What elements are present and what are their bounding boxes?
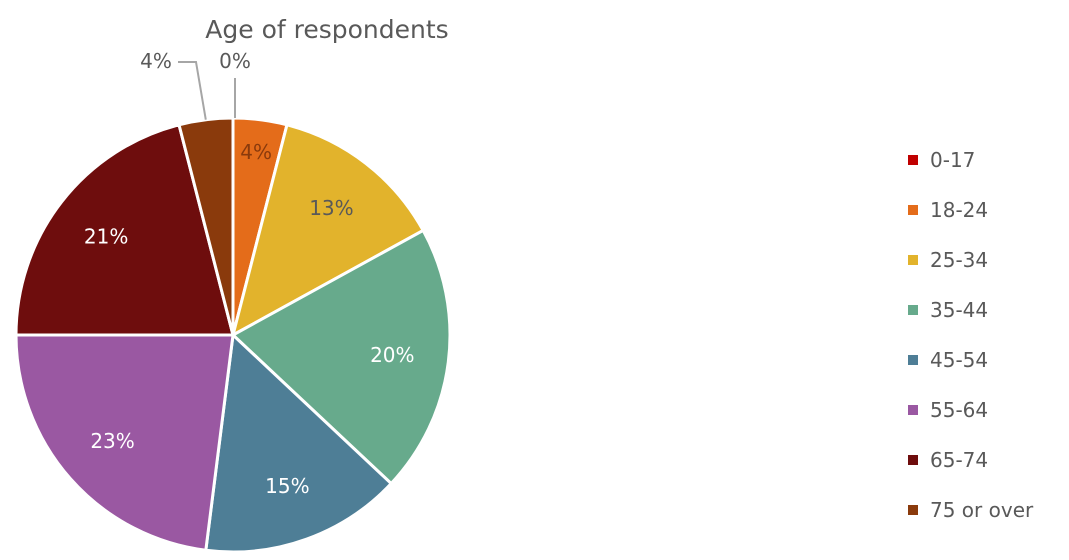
pie-slice-55-64: [14, 333, 235, 552]
data-label-35-44: 20%: [370, 343, 414, 367]
legend-label-45-54: 45-54: [930, 348, 988, 372]
legend-label-0-17: 0-17: [930, 148, 975, 172]
data-label-75-or-over: 4%: [140, 49, 172, 73]
data-label-0-17: 0%: [219, 49, 251, 73]
legend-swatch-55-64: [908, 405, 918, 415]
legend-label-18-24: 18-24: [930, 198, 988, 222]
pie-slices: [14, 116, 452, 554]
legend-swatch-25-34: [908, 255, 918, 265]
legend-label-75-or-over: 75 or over: [930, 498, 1034, 522]
legend-label-55-64: 55-64: [930, 398, 988, 422]
data-label-55-64: 23%: [90, 429, 134, 453]
legend-swatch-75-or-over: [908, 505, 918, 515]
leader-line-75-or-over: [178, 61, 207, 120]
legend-swatch-18-24: [908, 205, 918, 215]
legend-label-65-74: 65-74: [930, 448, 988, 472]
data-label-65-74: 21%: [84, 225, 128, 249]
pie-slice-75-or-over: [177, 116, 235, 336]
data-label-18-24: 4%: [240, 140, 272, 164]
data-label-45-54: 15%: [265, 474, 309, 498]
legend-label-35-44: 35-44: [930, 298, 988, 322]
legend-swatch-65-74: [908, 455, 918, 465]
legend: 0-17 18-24 25-34 35-44 45-54 55-64 65-74 75 or …: [908, 148, 1034, 522]
legend-swatch-0-17: [908, 155, 918, 165]
pie-slice-45-54: [204, 331, 394, 554]
data-labels: 0% 4% 13% 20% 15% 23% 21% 4%: [84, 49, 415, 498]
legend-swatch-45-54: [908, 355, 918, 365]
data-label-25-34: 13%: [309, 196, 353, 220]
leader-lines: [178, 61, 236, 120]
chart-title: Age of respondents: [205, 15, 448, 44]
legend-swatch-35-44: [908, 305, 918, 315]
pie-slice-25-34: [230, 122, 426, 338]
pie-slice-35-44: [230, 228, 452, 486]
legend-label-25-34: 25-34: [930, 248, 988, 272]
pie-slice-65-74: [14, 122, 235, 337]
